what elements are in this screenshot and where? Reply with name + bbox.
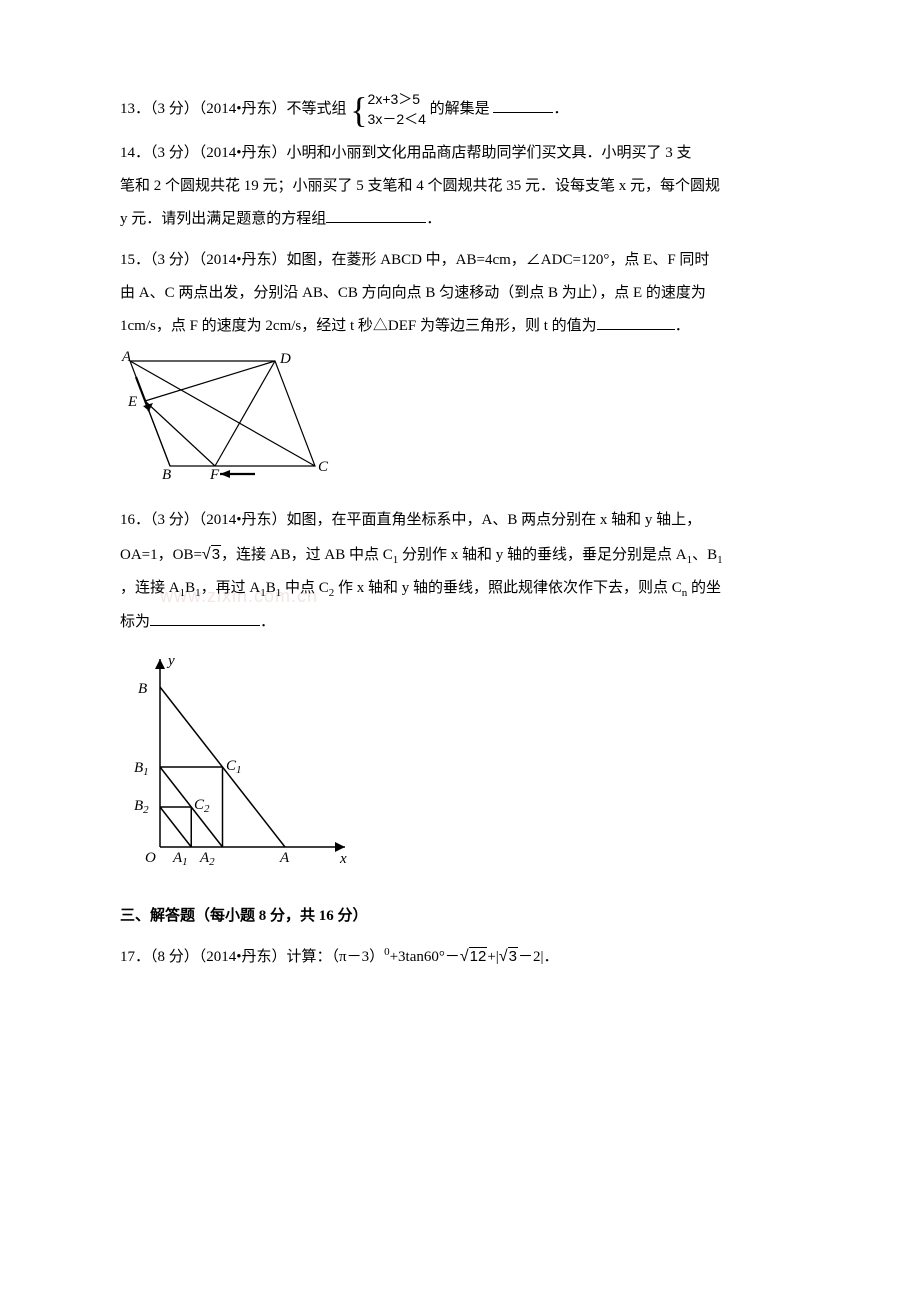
inequality-system: { 2x+3＞5 3x－2＜4 [350, 90, 426, 129]
q13-prefix: 13．（3 分）（2014•丹东）不等式组 [120, 101, 347, 117]
ineq-1: 2x+3＞5 [368, 90, 426, 110]
coord-svg: y B B1 B2 C1 C2 O A1 A2 A x [120, 647, 360, 867]
inequality-lines: 2x+3＞5 3x－2＜4 [368, 90, 426, 129]
answer-blank [597, 315, 675, 330]
label-B: B [138, 681, 147, 697]
q16-line2: OA=1，OB=√3，连接 AB，过 AB 中点 C1 分别作 x 轴和 y 轴… [120, 537, 810, 572]
label-A2: A2 [199, 850, 215, 867]
q15-line1: 15．（3 分）（2014•丹东）如图，在菱形 ABCD 中，AB=4cm，∠A… [120, 244, 810, 277]
label-y: y [166, 653, 175, 669]
arrowhead-F [220, 470, 230, 478]
label-O: O [145, 850, 156, 866]
line-EF [145, 401, 215, 466]
problem-15: 15．（3 分）（2014•丹东）如图，在菱形 ABCD 中，AB=4cm，∠A… [120, 244, 810, 343]
line-A2B2 [160, 807, 191, 847]
problem-16: 16．（3 分）（2014•丹东）如图，在平面直角坐标系中，A、B 两点分别在 … [120, 504, 810, 638]
problem-17: 17．（8 分）（2014•丹东）计算：（π－3）0+3tan60°－√12+|… [120, 939, 810, 974]
q14-line3: y 元．请列出满足题意的方程组 ． [120, 203, 810, 236]
sqrt-3: √3 [499, 939, 518, 974]
label-A1: A1 [172, 850, 188, 867]
period: ． [553, 101, 568, 117]
period: ． [426, 211, 441, 227]
problem-14: 14．（3 分）（2014•丹东）小明和小丽到文化用品商店帮助同学们买文具．小明… [120, 137, 810, 236]
section-3-title: 三、解答题（每小题 8 分，共 16 分） [120, 900, 810, 933]
q14-line1: 14．（3 分）（2014•丹东）小明和小丽到文化用品商店帮助同学们买文具．小明… [120, 137, 810, 170]
q15-line3-prefix: 1cm/s，点 F 的速度为 2cm/s，经过 t 秒△DEF 为等边三角形，则… [120, 318, 597, 334]
answer-blank [150, 611, 260, 626]
answer-blank [493, 98, 553, 113]
sqrt-3: √3 [202, 537, 221, 572]
figure-coordinate: y B B1 B2 C1 C2 O A1 A2 A x [120, 647, 810, 880]
q16-line3: www.zixin.com.cn ，连接 A1B1，再过 A1B1 中点 C2 … [120, 572, 810, 605]
label-C: C [318, 459, 329, 475]
q13-suffix: 的解集是 [430, 101, 490, 117]
y-arrow-icon [155, 659, 165, 669]
period: ． [675, 318, 690, 334]
label-F: F [209, 467, 220, 481]
sqrt-12: √12 [460, 939, 487, 974]
label-B: B [162, 467, 171, 481]
label-C2: C2 [194, 797, 210, 815]
ineq-2: 3x－2＜4 [368, 110, 426, 130]
label-E: E [127, 394, 137, 410]
label-x: x [339, 851, 347, 867]
q16-line4: 标为． [120, 606, 810, 639]
q16-line1: 16．（3 分）（2014•丹东）如图，在平面直角坐标系中，A、B 两点分别在 … [120, 504, 810, 537]
label-D: D [279, 351, 291, 367]
q15-line2: 由 A、C 两点出发，分别沿 AB、CB 方向向点 B 匀速移动（到点 B 为止… [120, 277, 810, 310]
q14-line2: 笔和 2 个圆规共花 19 元；小丽买了 5 支笔和 4 个圆规共花 35 元．… [120, 170, 810, 203]
left-brace-icon: { [350, 92, 367, 128]
label-C1: C1 [226, 758, 242, 776]
label-A: A [279, 850, 290, 866]
q14-line3-prefix: y 元．请列出满足题意的方程组 [120, 211, 326, 227]
answer-blank [326, 208, 426, 223]
problem-13: 13．（3 分）（2014•丹东）不等式组 { 2x+3＞5 3x－2＜4 的解… [120, 90, 810, 129]
label-B2: B2 [134, 798, 149, 816]
rhombus-svg: A D E B F C [120, 351, 330, 481]
label-B1: B1 [134, 760, 149, 778]
q15-line3: 1cm/s，点 F 的速度为 2cm/s，经过 t 秒△DEF 为等边三角形，则… [120, 310, 810, 343]
figure-rhombus: A D E B F C [120, 351, 810, 494]
label-A: A [121, 351, 132, 365]
